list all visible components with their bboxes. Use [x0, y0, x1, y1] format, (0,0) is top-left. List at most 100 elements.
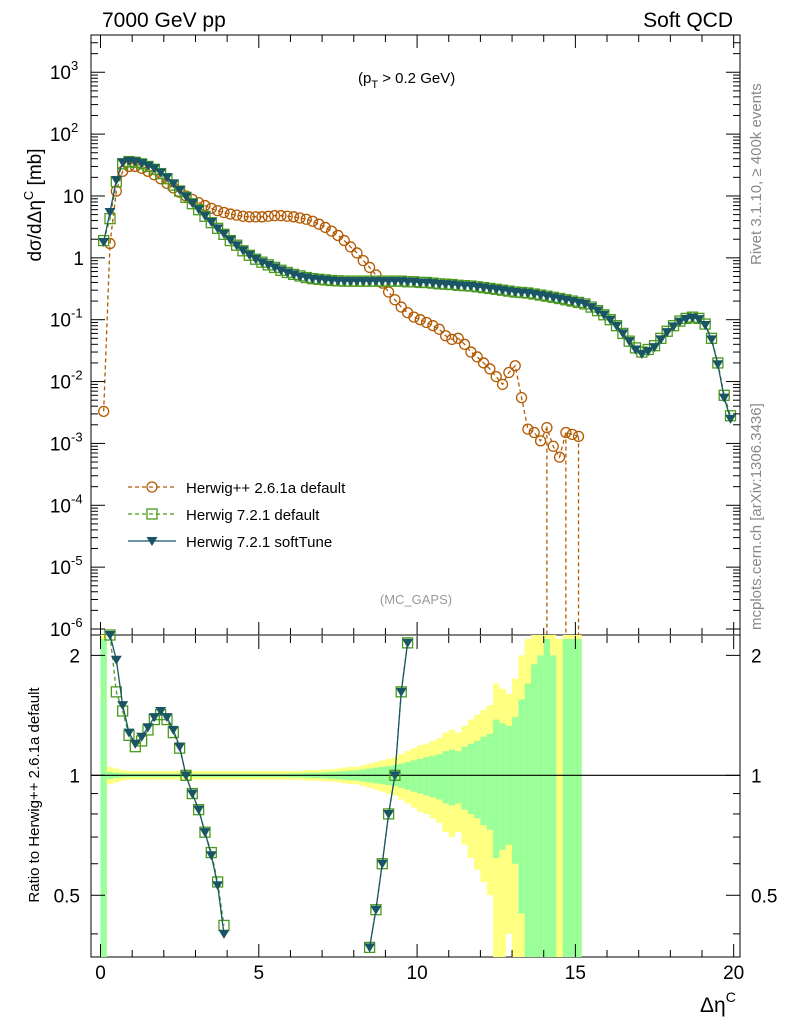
data-point	[439, 330, 452, 342]
data-point	[256, 211, 268, 223]
header-left: 7000 GeV pp	[102, 9, 226, 32]
band-inner	[531, 664, 538, 957]
band-inner	[423, 757, 430, 796]
data-point	[566, 428, 578, 441]
data-point	[490, 371, 502, 383]
data-point	[668, 322, 680, 332]
data-point	[186, 198, 198, 208]
band-outer	[556, 638, 563, 957]
y-tick-label: 10-2	[50, 368, 83, 394]
ratio-y-tick-label-right: 0.5	[751, 886, 777, 907]
data-point	[484, 363, 496, 375]
ratio-y-tick-label-right: 2	[751, 646, 762, 667]
ratio-line	[109, 634, 225, 934]
axes-layer: 0 5 10 15 2010-610-510-410-310-210-111010210…	[50, 34, 777, 984]
ratio-point	[383, 809, 395, 819]
ratio-point	[174, 742, 186, 752]
ratio-point	[218, 929, 230, 939]
data-point	[680, 314, 692, 324]
header-right: Soft QCD	[643, 9, 733, 32]
ratio-bands	[100, 635, 582, 957]
data-point	[237, 210, 249, 222]
ratio-point	[395, 687, 407, 697]
band-inner	[480, 736, 487, 826]
data-point	[269, 263, 281, 273]
ratio-point	[110, 655, 122, 665]
band-inner	[524, 683, 532, 957]
data-point	[193, 205, 205, 215]
data-point	[136, 159, 148, 169]
data-point	[541, 421, 553, 434]
data-point	[699, 321, 711, 331]
data-point	[649, 343, 661, 353]
ratio-point	[205, 851, 217, 861]
data-point	[427, 320, 439, 332]
band-inner	[512, 717, 519, 864]
data-point	[528, 426, 540, 439]
data-point	[148, 164, 160, 174]
data-point	[357, 255, 369, 267]
ratio-point	[161, 713, 173, 723]
data-point	[560, 426, 572, 439]
data-point	[117, 158, 129, 168]
data-point	[155, 168, 167, 178]
data-point	[338, 234, 350, 247]
band-inner	[442, 751, 449, 804]
data-point	[180, 192, 192, 202]
data-point	[395, 301, 407, 313]
data-point	[212, 224, 224, 234]
band-inner	[543, 638, 551, 957]
band-inner	[474, 740, 481, 819]
ratio-series-layer	[104, 629, 414, 954]
data-point	[224, 235, 236, 245]
ratio-point	[402, 638, 414, 648]
data-point	[693, 315, 705, 325]
data-point	[281, 210, 293, 222]
ratio-point	[129, 739, 141, 749]
ratio-point	[389, 771, 401, 781]
data-point	[256, 258, 268, 268]
y-tick-label: 1	[73, 249, 84, 270]
data-point	[718, 393, 730, 403]
legend-label: Herwig++ 2.6.1a default	[186, 480, 346, 497]
data-point	[408, 311, 420, 323]
band-inner	[493, 719, 500, 859]
main-ylabel: dσ/dΔηC [mb]	[21, 148, 46, 261]
ratio-point	[104, 631, 116, 640]
ratio-point	[212, 881, 224, 891]
data-point	[706, 335, 718, 345]
data-point	[243, 211, 255, 223]
ratio-ylabel: Ratio to Herwig++ 2.6.1a default	[26, 687, 43, 903]
data-point	[433, 323, 445, 335]
legend-marker	[146, 508, 158, 520]
data-point	[547, 440, 559, 452]
ratio-point	[370, 905, 382, 915]
data-point	[712, 360, 724, 370]
y-tick-label: 102	[50, 120, 78, 146]
x-tick-label: 5	[254, 963, 265, 984]
data-point	[205, 202, 217, 215]
band-inner	[417, 758, 424, 794]
data-point	[249, 211, 262, 223]
data-point	[636, 349, 648, 359]
legend-label: Herwig 7.2.1 softTune	[186, 534, 332, 551]
ratio-point	[167, 725, 179, 735]
data-point	[98, 405, 110, 417]
data-point	[142, 161, 154, 171]
ratio-point	[117, 701, 129, 711]
data-point	[725, 414, 737, 424]
data-point	[167, 179, 179, 189]
data-point	[230, 209, 243, 221]
cut-annotation: (pT > 0.2 GeV)	[358, 70, 455, 91]
data-point	[250, 254, 262, 264]
ratio-point	[199, 828, 211, 838]
legend-marker	[146, 537, 158, 546]
data-point	[174, 185, 186, 195]
band-inner	[461, 746, 468, 810]
data-point	[199, 211, 211, 221]
y-tick-label: 10-4	[50, 491, 83, 517]
ratio-point	[364, 943, 376, 953]
data-point	[553, 451, 566, 463]
data-point	[623, 337, 635, 347]
